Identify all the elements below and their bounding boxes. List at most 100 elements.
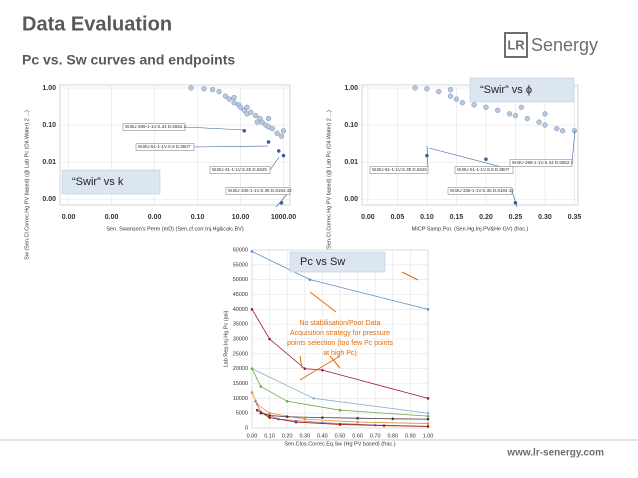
annotation: W.BU-335-1-1V.S.35 D.8184.42 bbox=[228, 188, 292, 193]
annotation: points selection (too few Pc points bbox=[287, 340, 393, 347]
series-point bbox=[356, 416, 359, 420]
series-point bbox=[294, 420, 298, 424]
connector bbox=[571, 129, 576, 164]
connector bbox=[269, 156, 280, 171]
data-point bbox=[506, 111, 513, 117]
annotation: W.BU-289-1-1V.S.34 D.6552.1 bbox=[125, 124, 187, 129]
annotation: No stabilisation/Poor Data bbox=[300, 320, 381, 327]
y-tick-label: 25000 bbox=[233, 351, 248, 357]
y-tick-label: 0.01 bbox=[42, 159, 56, 166]
y-tick-label: 0.10 bbox=[344, 122, 358, 129]
annotation-box bbox=[447, 187, 513, 195]
connector bbox=[426, 145, 429, 171]
data-point bbox=[231, 100, 237, 106]
series-point bbox=[426, 308, 430, 311]
series-point bbox=[426, 397, 430, 400]
annotation: W.BU-51-1-1V.S.8 D.8507 bbox=[457, 167, 510, 172]
series-point bbox=[426, 411, 430, 415]
charts: 1.00 0.10 0.01 0.00 0.00 0.00 0.00 0.10 10.00 100… bbox=[24, 77, 582, 447]
x-axis-label: Sen.Clos.Correc.Eq.Sw (Hg PV based) (fra… bbox=[284, 441, 395, 447]
data-point bbox=[231, 94, 237, 101]
logo-text: Senergy bbox=[531, 35, 598, 55]
x-tick-label: 1.00 bbox=[423, 433, 434, 439]
data-point bbox=[560, 128, 566, 134]
x-tick-label: 0.00 bbox=[247, 433, 258, 439]
data-point bbox=[269, 125, 275, 132]
y-tick-label: 5000 bbox=[236, 411, 248, 417]
series-point bbox=[338, 408, 342, 412]
annotation-box bbox=[122, 123, 186, 131]
y-tick-label: 1.00 bbox=[344, 85, 358, 92]
data-point bbox=[483, 104, 489, 110]
annotation: W.BU-51-1-1V.S.8 D.8507 bbox=[138, 144, 191, 149]
callout-box bbox=[469, 77, 575, 103]
series-point bbox=[268, 416, 271, 419]
y-tick-label: 0.00 bbox=[344, 196, 358, 203]
callout: “Swir” vs k bbox=[72, 176, 124, 188]
x-tick-label: 0.00 bbox=[148, 214, 162, 221]
x-tick-label: 0.35 bbox=[568, 214, 582, 221]
data-point bbox=[512, 112, 519, 119]
data-point bbox=[254, 119, 260, 125]
series-point bbox=[254, 400, 257, 403]
data-point bbox=[280, 128, 287, 134]
x-tick-label: 0.40 bbox=[317, 433, 328, 439]
series-point bbox=[268, 414, 271, 417]
data-point bbox=[412, 85, 418, 91]
data-point bbox=[244, 104, 250, 110]
y-tick-label: 0 bbox=[245, 425, 248, 431]
annotation-box bbox=[135, 143, 195, 151]
annotation: W.BU-31-1-1V.S.26 D.6525 bbox=[212, 167, 267, 172]
connector bbox=[184, 126, 246, 131]
data-point bbox=[266, 140, 271, 144]
annotation: Acquisition strategy for pressure bbox=[290, 330, 390, 337]
data-point bbox=[459, 100, 465, 106]
callout-box bbox=[61, 169, 161, 195]
y-tick-label: 0.00 bbox=[42, 196, 56, 203]
annotation: W.BU-335-1-1V.S.35 D.8184.42 bbox=[450, 188, 514, 193]
x-tick-label: 0.90 bbox=[405, 433, 416, 439]
arrow bbox=[329, 355, 341, 369]
plot-area bbox=[361, 84, 579, 206]
y-tick-label: 0.10 bbox=[42, 122, 56, 129]
logo-box bbox=[504, 32, 528, 58]
series-point bbox=[312, 397, 315, 400]
data-point bbox=[209, 86, 216, 93]
x-tick-label: 0.80 bbox=[387, 433, 398, 439]
series-point bbox=[255, 408, 259, 412]
data-point bbox=[188, 85, 194, 91]
y-tick-label: 55000 bbox=[233, 262, 248, 268]
x-tick-label: 0.05 bbox=[391, 214, 405, 221]
annotation-box bbox=[225, 187, 291, 195]
y-axis-label: Sw (Sen.Cl.Correc.Hg PV based) (@ Lab Pc… bbox=[326, 110, 332, 260]
x-tick-label: 0.70 bbox=[370, 433, 381, 439]
data-point bbox=[248, 109, 254, 115]
annotation-box bbox=[369, 166, 429, 174]
data-point bbox=[536, 119, 542, 125]
series-point bbox=[426, 417, 430, 421]
annotation: W.BU-289-1-1V.S.34 D.6552.1 bbox=[512, 160, 574, 165]
slide-subtitle: Pc vs. Sw curves and endpoints bbox=[22, 52, 235, 68]
y-tick-label: 1.00 bbox=[42, 85, 56, 92]
data-point bbox=[278, 133, 285, 139]
data-point bbox=[571, 128, 578, 134]
y-axis-label: Sw (Sen.Cl.Correc.Hg PV based) (@ Lab Pc… bbox=[24, 110, 30, 260]
data-point bbox=[542, 122, 548, 128]
series-point bbox=[250, 367, 254, 370]
y-tick-label: 30000 bbox=[233, 336, 248, 342]
connector bbox=[193, 145, 269, 148]
footer-url: www.lr-senergy.com bbox=[506, 448, 604, 459]
data-point bbox=[222, 93, 229, 99]
series-point bbox=[321, 416, 324, 419]
x-tick-label: 0.10 bbox=[420, 214, 434, 221]
data-point bbox=[471, 102, 477, 108]
x-tick-label: 0.30 bbox=[538, 214, 552, 221]
callout-box bbox=[289, 251, 386, 273]
x-tick-label: 0.00 bbox=[361, 214, 375, 221]
annotation-box bbox=[454, 166, 514, 174]
data-point bbox=[436, 88, 442, 95]
data-point bbox=[453, 96, 460, 102]
data-point bbox=[425, 153, 429, 158]
x-axis-label: MICP Samp.Por. (Sen.Hg.Inj.PV&He GV) (fr… bbox=[412, 226, 529, 232]
callout: Pc vs Sw bbox=[300, 256, 345, 268]
